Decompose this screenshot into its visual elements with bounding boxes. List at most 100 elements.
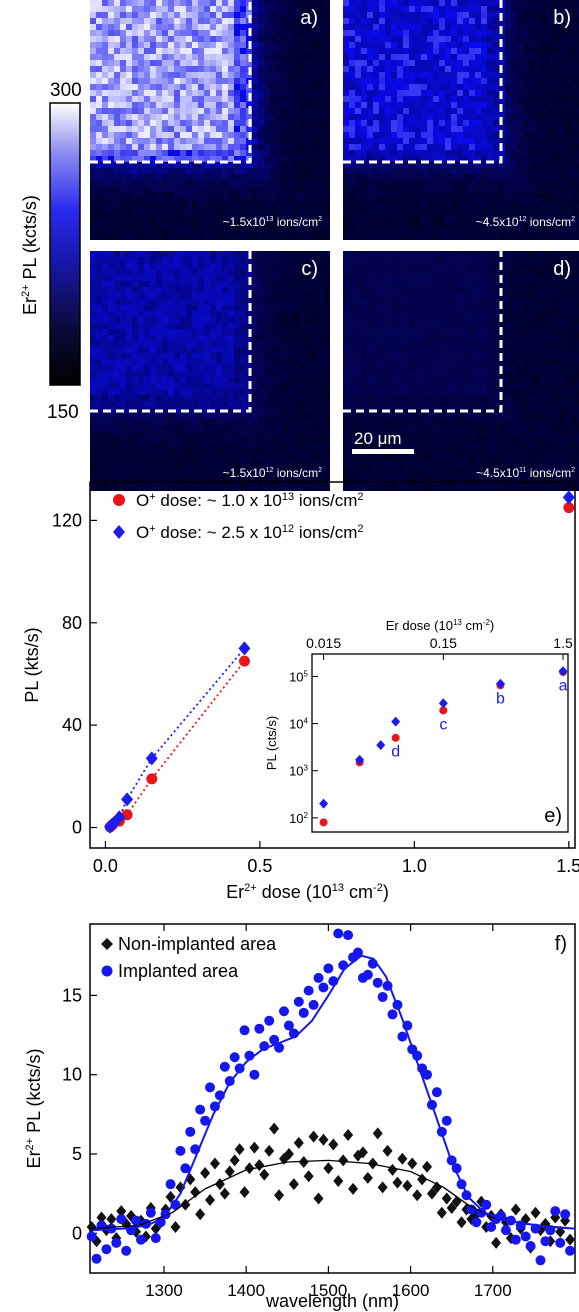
data-point <box>145 751 158 766</box>
data-point <box>491 1236 502 1249</box>
inset-data-point <box>391 733 400 742</box>
inset-point-label: b <box>496 690 505 707</box>
map-panel-4: d) ~4.5x1011 ions/cm2 <box>343 251 579 491</box>
data-point <box>387 1009 398 1020</box>
data-point <box>323 1162 334 1175</box>
data-point <box>466 1204 477 1215</box>
x-tick-label: 1400 <box>227 1281 265 1300</box>
data-point <box>318 1133 329 1146</box>
data-point <box>86 1220 97 1233</box>
data-point <box>471 1217 482 1228</box>
data-point <box>145 1207 156 1218</box>
data-point <box>510 1234 521 1245</box>
data-point <box>382 1144 393 1157</box>
data-point <box>530 1206 541 1219</box>
data-point <box>313 972 324 983</box>
data-point <box>555 1237 566 1248</box>
y-axis-label: Er2+ PL (kcts/s) <box>24 1049 44 1169</box>
inset-data-point <box>495 678 505 689</box>
data-point <box>165 1190 176 1203</box>
data-point <box>397 1152 408 1165</box>
data-point <box>238 641 251 656</box>
colorbar-label: Er2+ PL (kcts/s) <box>20 195 40 315</box>
map-letter: b) <box>553 7 571 29</box>
data-point <box>264 1015 275 1026</box>
data-point <box>323 963 334 974</box>
map-panel-3: c) ~1.5x1012 ions/cm2 <box>90 251 330 491</box>
scalebar: 20 μm <box>352 429 414 454</box>
data-point <box>520 1231 531 1242</box>
data-point <box>303 1170 314 1183</box>
data-point <box>357 1146 368 1159</box>
data-point <box>165 1179 176 1190</box>
data-point <box>190 1186 201 1199</box>
data-point <box>170 1199 181 1210</box>
data-point <box>313 1192 324 1205</box>
y-tick-label: 5 <box>72 1144 82 1164</box>
inset-top-axis-label: Er dose (1013 cm-2) <box>386 618 495 633</box>
inset-frame <box>311 653 569 833</box>
data-point <box>377 1181 388 1194</box>
data-point <box>234 1143 245 1156</box>
data-point <box>338 960 349 971</box>
data-point <box>195 1208 206 1221</box>
inset-chart: 0.015 0.15 1.5 Er dose (1013 cm-2) 102 103 104… <box>264 618 573 833</box>
inset-series-2 <box>319 666 568 809</box>
data-point <box>283 1148 294 1161</box>
data-point <box>412 1189 423 1202</box>
data-point <box>259 1168 270 1181</box>
y-tick-label: 15 <box>62 985 82 1005</box>
data-point <box>170 1220 181 1233</box>
data-point <box>269 1122 280 1135</box>
inset-data-point <box>319 818 328 827</box>
inset-data-point <box>319 798 329 809</box>
implant-boundary <box>90 251 252 413</box>
data-point <box>402 1179 413 1192</box>
y-tick-label: 10 <box>62 1065 82 1085</box>
data-point <box>238 655 250 667</box>
data-point <box>338 1154 349 1167</box>
data-point <box>372 977 383 988</box>
x-tick-label: 1500 <box>309 1281 347 1300</box>
data-point <box>175 1181 186 1194</box>
legend-label: O+ dose: ~ 1.0 x 1013 ions/cm2 <box>136 491 364 510</box>
data-point <box>525 1241 536 1252</box>
spectrum-chart: 1300 1400 1500 1600 1700 0 5 10 15 wavelength (nm… <box>24 923 576 1311</box>
x-tick-label: 1.0 <box>402 856 427 876</box>
x-tick-label: 1.5 <box>556 856 579 876</box>
data-point <box>249 1141 260 1154</box>
map-pixels <box>90 0 330 240</box>
data-point <box>372 1127 383 1140</box>
data-point <box>146 773 158 785</box>
data-point <box>535 1255 546 1266</box>
data-point <box>328 1138 339 1151</box>
implant-boundary <box>343 251 503 413</box>
inset-data-point <box>558 666 568 677</box>
colorbar: 300 150 Er2+ PL (kcts/s) <box>20 80 82 423</box>
x-axis-label: Er2+ dose (1013 cm-2) <box>226 882 389 902</box>
data-point <box>209 1101 220 1112</box>
data-point <box>308 999 319 1010</box>
fit-curve-non-implanted <box>91 1159 576 1230</box>
inset-data-point <box>391 716 401 727</box>
map-pixels <box>90 251 330 491</box>
map-pixels <box>343 0 579 240</box>
data-point <box>205 1082 216 1093</box>
inset-point-label: a <box>559 678 568 695</box>
data-point <box>431 1087 442 1098</box>
data-point <box>288 1178 299 1191</box>
data-point <box>116 1205 127 1218</box>
data-point <box>205 1194 216 1207</box>
inset-data-point <box>439 706 448 715</box>
data-point <box>333 1174 344 1187</box>
data-point <box>362 969 373 980</box>
legend-label: Non-implanted area <box>118 934 277 954</box>
colorbar-max-label: 300 <box>50 80 82 101</box>
data-point <box>510 1203 521 1216</box>
inset-data-point <box>438 698 448 709</box>
colorbar-min-label: 150 <box>47 402 79 423</box>
spectrum-panel-letter: f) <box>555 933 567 955</box>
x-tick-label: 1700 <box>474 1281 512 1300</box>
data-point <box>441 1115 452 1126</box>
data-point <box>560 1209 571 1220</box>
